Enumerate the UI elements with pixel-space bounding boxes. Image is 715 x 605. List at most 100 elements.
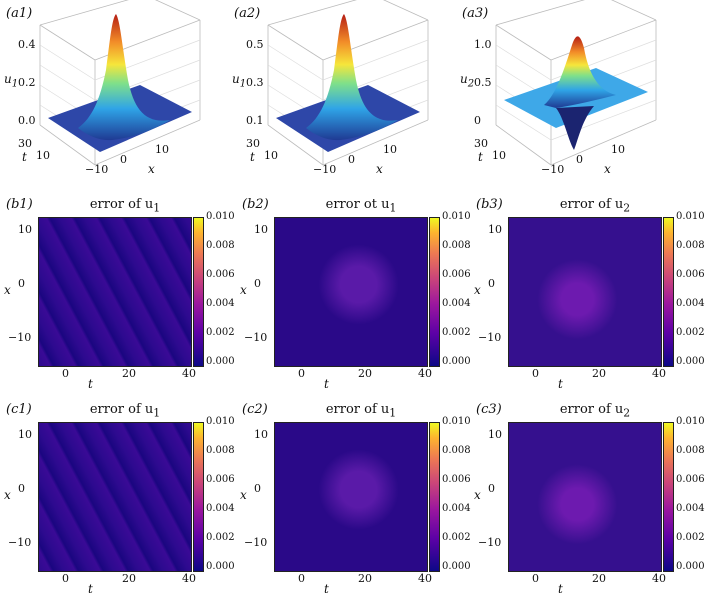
axis-box-edge: [39, 24, 96, 61]
colorbar: [663, 217, 674, 367]
y-axis-label: x: [4, 283, 11, 297]
colorbar-tick: 0.004: [206, 298, 235, 309]
title-text: error of u: [559, 402, 624, 417]
axis-box-edge: [550, 19, 657, 61]
x-tick-label: 10: [155, 143, 169, 156]
colorbar-tick: 0.004: [676, 503, 705, 514]
colorbar-tick: 0.000: [206, 561, 235, 572]
z-axis-label: u2: [460, 72, 474, 89]
panel-b3: (b3) error of u2 0.010 0.008 0.006 0.004 0.002…: [470, 195, 710, 400]
panel-c1: (c1) error of u1 0.010 0.008 0.006 0.004 0.002…: [0, 400, 240, 605]
y-tick-label: −10: [244, 331, 268, 344]
colorbar-tick: 0.010: [442, 211, 471, 222]
colorbar: [193, 217, 204, 367]
colorbar-tick: 0.008: [206, 240, 235, 251]
colorbar-tick: 0.008: [442, 240, 471, 251]
colorbar-tick: 0.010: [206, 211, 235, 222]
y-tick-label: −10: [478, 536, 502, 549]
title-text: error of u: [559, 197, 624, 212]
y-axis-label: x: [4, 488, 11, 502]
axis-box-edge: [550, 119, 657, 166]
t-axis-label: t: [478, 150, 483, 164]
x-axis-label: t: [88, 582, 93, 596]
y-axis-label: x: [474, 488, 481, 502]
x-tick-label: 40: [652, 367, 666, 380]
x-axis-label: t: [324, 377, 329, 391]
x-axis-label: t: [558, 582, 563, 596]
subscript: 1: [11, 78, 19, 90]
colorbar-tick: 0.002: [442, 532, 471, 543]
panel-label: (a1): [6, 6, 33, 21]
z-tick-label: 0.4: [18, 38, 36, 51]
colorbar-tick: 0.006: [442, 269, 471, 280]
z-tick-label: 0.2: [18, 76, 36, 89]
colorbar-tick: 0.008: [442, 445, 471, 456]
axis-box-edge: [39, 0, 129, 26]
colorbar-tick: 0.004: [206, 503, 235, 514]
error-heatmap: [274, 422, 428, 572]
colorbar-tick: 0.000: [206, 356, 235, 367]
x-tick-label: 20: [592, 367, 606, 380]
dipole-peak: [544, 36, 616, 108]
axis-box-edge: [383, 0, 429, 21]
colorbar-tick: 0.002: [676, 532, 705, 543]
y-tick-label: −10: [478, 331, 502, 344]
subscript: 1: [153, 201, 161, 215]
colorbar-tick: 0.004: [676, 298, 705, 309]
t-tick-label: 30: [18, 137, 32, 150]
x-tick-label: 20: [592, 572, 606, 585]
z-axis-label: u1: [232, 72, 246, 89]
colorbar-tick: 0.002: [676, 327, 705, 338]
z-tick-label: 1.0: [474, 38, 492, 51]
grid-line: [39, 44, 96, 81]
y-tick-label: 10: [18, 428, 32, 441]
colorbar-tick: 0.008: [676, 240, 705, 251]
subscript: 1: [153, 406, 161, 420]
colorbar-tick: 0.006: [206, 474, 235, 485]
x-tick-label: 0: [120, 153, 127, 166]
panel-label: (c2): [242, 402, 268, 417]
y-tick-label: 0: [18, 277, 25, 290]
y-axis-label: x: [240, 283, 247, 297]
panel-a1: (a1) u1 0.4 0.2 0.0 30 10 t −10 0 10 x: [0, 0, 230, 185]
x-tick-label: 0: [298, 367, 305, 380]
panel-label: (c1): [6, 402, 32, 417]
t-tick-label: 10: [36, 149, 50, 162]
t-tick-label: 30: [246, 137, 260, 150]
subscript: 1: [239, 78, 247, 90]
axis-box-edge: [495, 24, 552, 61]
z-tick-label: 0.5: [246, 38, 264, 51]
panel-title: error of u1: [55, 402, 195, 420]
title-text: error ot u: [325, 197, 390, 212]
grid-line: [267, 44, 324, 81]
colorbar-tick: 0.000: [442, 561, 471, 572]
x-axis-label: t: [558, 377, 563, 391]
x-tick-label: 10: [611, 143, 625, 156]
axis-box-edge: [267, 24, 324, 61]
x-tick-label: 20: [358, 367, 372, 380]
x-tick-label: 0: [532, 367, 539, 380]
colorbar-tick: 0.008: [206, 445, 235, 456]
x-tick-label: 10: [383, 143, 397, 156]
y-axis-label: x: [240, 488, 247, 502]
colorbar-tick: 0.006: [206, 269, 235, 280]
axis-box-edge: [155, 0, 201, 21]
x-axis-label: t: [88, 377, 93, 391]
panel-title: error ot u1: [291, 197, 431, 215]
panel-b2: (b2) error ot u1 0.010 0.008 0.006 0.004 0.002…: [236, 195, 476, 400]
surface-plot: [495, 0, 657, 166]
z-axis-symbol: u: [232, 72, 240, 86]
panel-label: (b2): [242, 197, 269, 212]
x-axis-label: x: [604, 162, 611, 176]
axis-box-edge: [322, 119, 429, 166]
colorbar: [663, 422, 674, 572]
axis-box-edge: [495, 0, 585, 26]
z-axis-symbol: u: [4, 72, 12, 86]
y-tick-label: 10: [488, 223, 502, 236]
colorbar-tick: 0.002: [206, 532, 235, 543]
grid-line: [495, 44, 552, 81]
panel-title: error of u1: [291, 402, 431, 420]
x-tick-label: 40: [418, 572, 432, 585]
panel-label: (c3): [476, 402, 502, 417]
y-tick-label: 0: [254, 277, 261, 290]
